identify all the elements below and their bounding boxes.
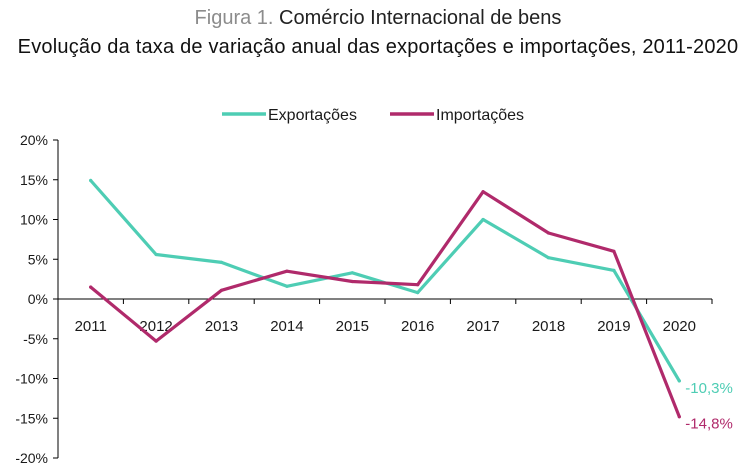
chart-title-line1: Figura 1. Comércio Internacional de bens <box>0 4 756 32</box>
chart-subtitle: Evolução da taxa de variação anual das e… <box>17 36 739 58</box>
figure-label: Figura 1. <box>194 7 274 29</box>
y-tick-label: -20% <box>15 450 48 466</box>
chart-title-block: Figura 1. Comércio Internacional de bens… <box>0 4 756 62</box>
y-tick-label: 5% <box>28 251 48 267</box>
x-tick-label: 2012 <box>139 318 172 335</box>
x-tick-label: 2016 <box>401 318 434 335</box>
data-point <box>89 178 93 183</box>
end-label: -10,3% <box>685 380 733 397</box>
data-point <box>612 249 616 253</box>
end-label: -14,8% <box>685 416 733 433</box>
y-tick-label: 0% <box>28 291 48 307</box>
y-tick-label: 10% <box>20 212 48 228</box>
data-point <box>285 269 289 273</box>
x-tick-label: 2018 <box>532 318 565 335</box>
series-line-1 <box>89 190 681 419</box>
y-tick-label: 15% <box>20 172 48 188</box>
x-tick-label: 2017 <box>466 318 499 335</box>
data-point <box>612 268 616 272</box>
data-point <box>546 256 551 260</box>
data-point <box>154 339 158 343</box>
data-point <box>546 231 551 235</box>
y-tick-label: 20% <box>20 132 48 148</box>
chart-series <box>89 178 681 419</box>
x-tick-label: 2015 <box>336 318 369 335</box>
data-point <box>219 288 224 292</box>
x-tick-label: 2020 <box>663 318 696 335</box>
legend-label: Importações <box>436 107 524 124</box>
data-point <box>677 379 681 383</box>
data-point <box>677 415 681 419</box>
data-point <box>219 260 224 264</box>
y-tick-label: -5% <box>23 331 48 347</box>
data-point <box>416 291 420 295</box>
data-point <box>350 279 354 284</box>
chart-axes: 20% 15% 10% 5% 0% -5% -10% -15% -20% 2011 2012 2013… <box>15 132 713 466</box>
legend-label: Exportações <box>268 107 357 124</box>
x-tick-label: 2011 <box>75 318 107 335</box>
chart-title: Comércio Internacional de bens <box>279 7 562 29</box>
data-point <box>416 283 420 287</box>
data-point <box>481 217 485 222</box>
y-tick-label: -15% <box>15 410 48 426</box>
data-point <box>481 190 485 194</box>
data-point <box>285 284 289 288</box>
chart-end-labels: -10,3% -14,8% <box>685 380 733 433</box>
data-point <box>154 252 158 257</box>
x-tick-label: 2019 <box>597 318 630 335</box>
x-tick-label: 2014 <box>270 318 303 335</box>
chart-legend: Exportações Importações <box>222 107 524 124</box>
y-tick-label: -10% <box>15 371 48 387</box>
data-point <box>350 271 354 275</box>
data-point <box>89 285 93 289</box>
series-line-0 <box>89 178 681 383</box>
x-tick-label: 2013 <box>205 318 238 335</box>
